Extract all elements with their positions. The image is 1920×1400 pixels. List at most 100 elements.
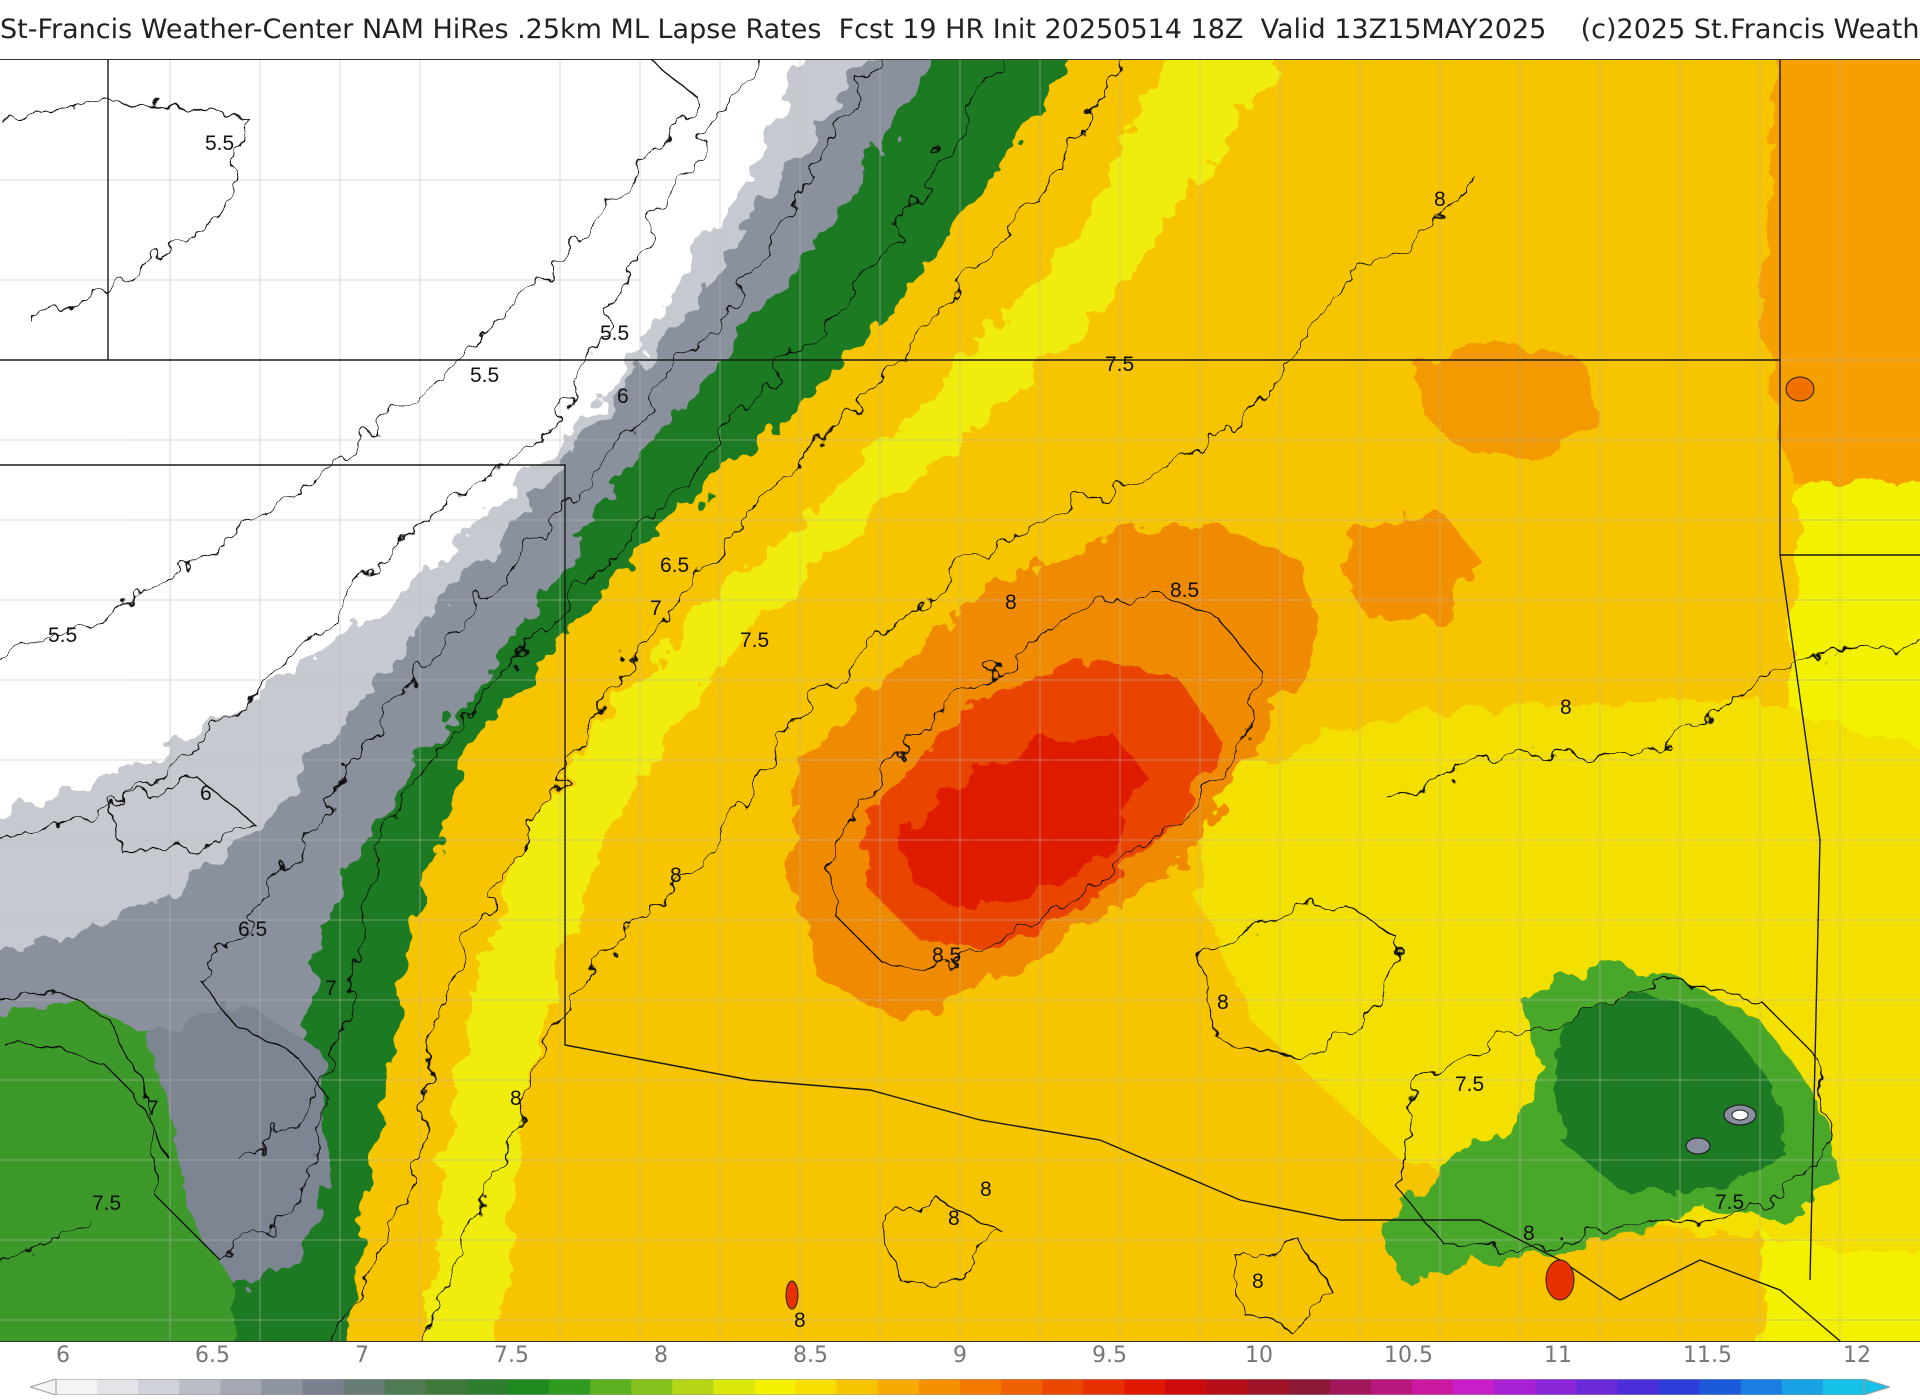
colorbar-tick: 7 [355,1343,369,1368]
colorbar-swatch [56,1379,98,1395]
contour-label: 8.5 [932,944,961,967]
contour-6 [0,60,755,851]
contour-label: 7.5 [1715,1191,1744,1214]
colorbar-swatch [179,1379,221,1395]
contour-label: 8 [1523,1222,1535,1245]
colorbar-swatch [138,1379,180,1395]
colorbar-swatch [343,1379,386,1395]
east-orange-patch [1340,510,1480,620]
colorbar-swatch [384,1379,427,1395]
colorbar-min-arrow [30,1379,57,1395]
colorbar-swatch [1617,1379,1660,1395]
colorbar-swatch [1206,1379,1249,1395]
contour-label: 5.5 [470,364,499,387]
colorbar-swatch [1494,1379,1536,1395]
contour-6.5 [0,60,876,1261]
colorbar-swatch [631,1379,673,1395]
contour-label: 7.5 [1105,353,1134,376]
colorbar-swatch [1370,1379,1413,1395]
southwest-grey-pocket [150,1000,330,1290]
colorbar-swatch [877,1379,920,1395]
colorbar-swatch [795,1379,838,1395]
contour-label: 8 [1560,696,1572,719]
colorbar-swatch [672,1379,714,1395]
colorbar-swatch [1124,1379,1166,1395]
colorbar-swatch [1165,1379,1208,1395]
high-value-cells [785,376,1815,1310]
colorbar-swatch [713,1379,756,1395]
colorbar-swatch [590,1379,632,1395]
colorbar-swatch [302,1379,345,1395]
contour-8 [419,179,1920,1341]
colorbar-swatch [1083,1379,1125,1395]
white-region [0,60,805,811]
contour-label: 7.5 [740,629,769,652]
colorbar-tick-labels: 6 6.5 7 7.5 8 8.5 9 9.5 10 10.5 11 11.5 12 [0,1343,1920,1373]
colorbar [30,1379,1890,1395]
contour-label: 8 [948,1207,960,1230]
county-grid [0,60,1920,1341]
contour-label: 6.5 [660,554,689,577]
colorbar-tick: 12 [1843,1343,1871,1368]
contour-5.5 [0,60,701,661]
contour-labels: 5.5 5.5 5.5 5.5 6 6 6.5 6.5 7 7 7 7.5 7.… [48,132,1744,1332]
contour-label: 8 [670,864,682,887]
colorbar-swatch [425,1379,468,1395]
colorbar-swatch [1288,1379,1331,1395]
colorbar-swatch [1001,1379,1043,1395]
contour-label: 7 [147,1097,159,1120]
colorbar-swatch [1329,1379,1372,1395]
contour-label: 5.5 [48,624,77,647]
contour-7.5 [0,60,1831,1341]
contour-label: 8 [1217,991,1229,1014]
colorbar-tick: 9 [953,1343,967,1368]
contour-label: 7.5 [1455,1073,1484,1096]
contour-label: 8 [980,1178,992,1201]
colorbar-swatch [1412,1379,1454,1395]
colorbar-swatch [1247,1379,1290,1395]
colorbar-tick: 11 [1544,1343,1572,1368]
colorbar-swatch [1658,1379,1701,1395]
colorbar-swatch [549,1379,591,1395]
colorbar-swatch [97,1379,139,1395]
contour-7 [0,60,1005,1161]
colorbar-swatch [1781,1379,1824,1395]
colorbar-swatch [220,1379,262,1395]
lapse-rate-map[interactable]: 5.5 5.5 5.5 5.5 6 6 6.5 6.5 7 7 7 7.5 7.… [0,59,1920,1342]
colorbar-tick: 8 [654,1343,668,1368]
colorbar-tick: 10 [1245,1343,1273,1368]
southeast-dark-green [1560,990,1790,1190]
state-borders [0,60,1920,1341]
colorbar-tick: 8.5 [793,1343,828,1368]
contour-label: 7 [650,597,662,620]
contour-8.5 [829,589,1261,971]
colorbar-swatch [1453,1379,1495,1395]
contour-label: 6.5 [238,918,267,941]
chart-title: St-Francis Weather-Center NAM HiRes .25k… [0,14,1920,45]
colorbar-swatch [918,1379,961,1395]
deep-red-core [900,730,1150,910]
contour-label: 5.5 [600,322,629,345]
contour-label: 8.5 [1170,579,1199,602]
contour-label: 8 [1005,591,1017,614]
contour-label: 6 [200,782,212,805]
contour-lines [0,60,1920,1341]
colorbar-tick: 6 [56,1343,70,1368]
colorbar-swatch [960,1379,1002,1395]
contour-label: 7.5 [92,1192,121,1215]
colorbar-outline [55,1379,1865,1395]
colorbar-swatch [754,1379,797,1395]
colorbar-swatch [1535,1379,1577,1395]
colorbar-tick: 7.5 [494,1343,529,1368]
colorbar-swatch [1576,1379,1618,1395]
contour-label: 5.5 [205,132,234,155]
contour-label: 8 [510,1087,522,1110]
colorbar-tick: 11.5 [1683,1343,1732,1368]
colorbar-swatch [508,1379,550,1395]
contour-label: 7 [325,977,337,1000]
colorbar-swatch [836,1379,879,1395]
colorbar-swatch [466,1379,509,1395]
colorbar-tick: 9.5 [1092,1343,1127,1368]
colorbar-swatch [1740,1379,1783,1395]
colorbar-swatch [261,1379,304,1395]
